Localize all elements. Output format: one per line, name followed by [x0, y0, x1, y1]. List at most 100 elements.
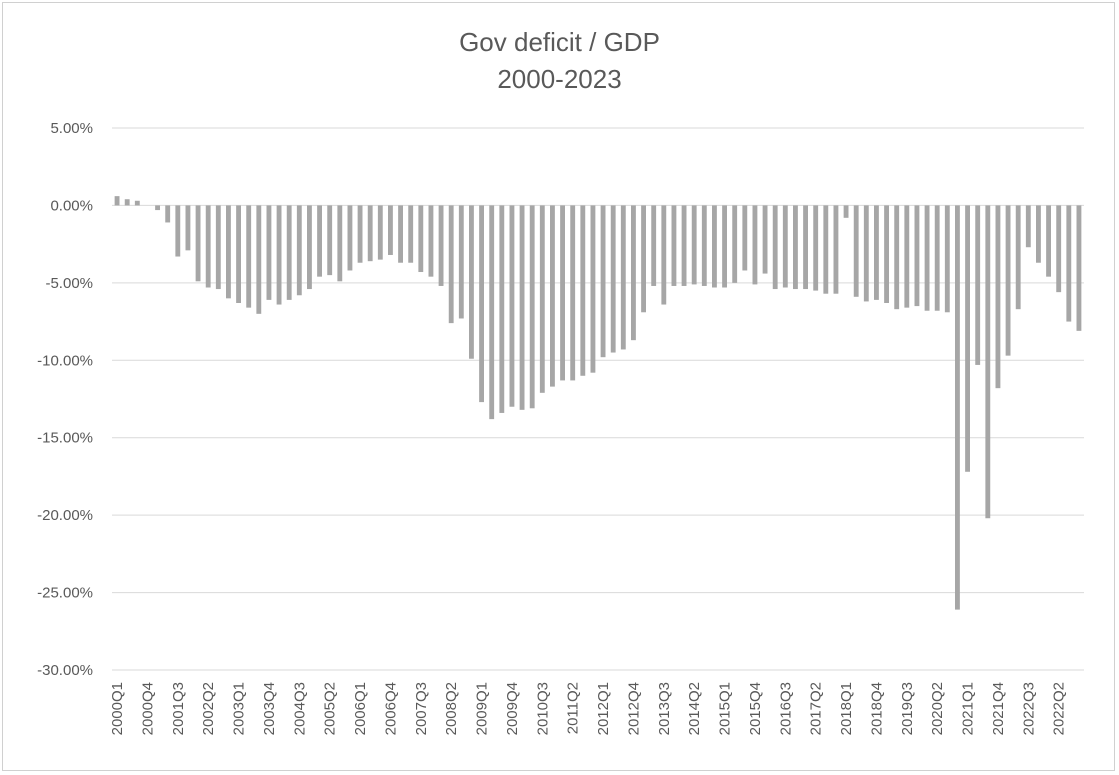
bar — [499, 205, 505, 413]
x-tick-label: 2015Q4 — [747, 682, 764, 735]
bar — [742, 205, 748, 271]
bar — [1046, 205, 1051, 277]
bar — [631, 205, 636, 341]
x-tick-label: 2006Q4 — [382, 682, 399, 735]
x-tick-label: 2016Q3 — [777, 682, 794, 735]
bar — [681, 205, 687, 286]
bar — [347, 205, 353, 271]
bar — [722, 205, 727, 288]
y-tick-label: -10.00% — [37, 352, 93, 369]
bar — [236, 205, 241, 303]
bar — [377, 205, 383, 260]
bar — [226, 205, 231, 299]
bar — [519, 205, 525, 410]
bar — [388, 205, 393, 255]
x-tick-label: 2000Q1 — [109, 682, 126, 735]
x-tick-label: 2014Q2 — [686, 682, 703, 735]
bar — [529, 205, 535, 409]
bar — [965, 205, 970, 472]
bar — [934, 205, 940, 311]
bar — [1076, 205, 1082, 331]
bar — [134, 200, 140, 206]
x-tick-label: 2000Q4 — [139, 682, 156, 735]
bar — [357, 205, 363, 263]
x-tick-label: 2003Q1 — [231, 682, 248, 735]
bar — [337, 205, 343, 282]
y-tick-label: 5.00% — [50, 120, 93, 137]
bar — [1025, 205, 1031, 248]
bar — [246, 205, 252, 308]
x-tick-label: 2020Q2 — [929, 682, 946, 735]
x-tick-label: 2003Q4 — [261, 682, 278, 735]
bar — [752, 205, 758, 285]
x-tick-label: 2004Q3 — [291, 682, 308, 735]
bar — [165, 205, 171, 223]
bar — [458, 205, 464, 319]
bars — [114, 196, 1082, 610]
x-tick-label: 2017Q2 — [808, 682, 825, 735]
bar — [762, 205, 768, 274]
bar — [803, 205, 808, 290]
x-tick-label: 2008Q2 — [443, 682, 460, 735]
bar — [327, 205, 333, 276]
bar — [560, 205, 565, 381]
bar — [509, 205, 515, 407]
bar — [1056, 205, 1062, 293]
bar — [317, 205, 322, 277]
bar — [651, 205, 657, 286]
bar — [408, 205, 414, 263]
bar — [438, 205, 444, 286]
y-tick-label: -15.00% — [37, 430, 93, 447]
bar — [600, 205, 606, 358]
bar — [590, 205, 596, 373]
bar — [276, 205, 282, 305]
x-tick-label: 2022Q2 — [1051, 682, 1068, 735]
bar — [489, 205, 495, 420]
bar — [124, 199, 130, 206]
bar — [155, 205, 160, 211]
bar — [1005, 205, 1011, 356]
x-tick-label: 2021Q1 — [960, 682, 977, 735]
bar — [944, 205, 950, 313]
bar — [195, 205, 201, 282]
bar — [793, 205, 798, 290]
bar — [418, 205, 424, 273]
x-tick-label: 2021Q4 — [990, 682, 1007, 735]
x-tick-label: 2010Q3 — [534, 682, 551, 735]
y-tick-label: 0.00% — [50, 197, 93, 214]
bar — [469, 205, 474, 359]
x-tick-label: 2013Q3 — [656, 682, 673, 735]
bar — [691, 205, 697, 285]
bar — [428, 205, 434, 277]
bar — [205, 205, 211, 288]
bar — [671, 205, 677, 286]
bar — [823, 205, 829, 294]
bar — [286, 205, 292, 300]
bar — [367, 205, 373, 262]
bar — [813, 205, 819, 291]
x-tick-label: 2011Q2 — [565, 682, 582, 734]
bar — [1066, 205, 1072, 322]
y-tick-label: -20.00% — [37, 507, 93, 524]
bar — [175, 205, 181, 257]
x-tick-label: 2018Q1 — [838, 682, 855, 735]
bar — [641, 205, 646, 313]
bar — [701, 205, 707, 286]
y-tick-label: -25.00% — [37, 585, 93, 602]
x-tick-label: 2012Q1 — [595, 682, 612, 735]
bar — [479, 205, 484, 403]
bar — [924, 205, 930, 311]
y-tick-label: -5.00% — [45, 275, 93, 292]
bar — [256, 205, 262, 314]
x-tick-label: 2001Q3 — [170, 682, 187, 735]
bar — [955, 205, 960, 610]
x-tick-label: 2009Q1 — [474, 682, 491, 735]
bar — [296, 205, 302, 296]
bar — [570, 205, 576, 381]
bar — [661, 205, 667, 305]
x-tick-label: 2007Q3 — [413, 682, 430, 735]
bar — [995, 205, 1001, 389]
bar — [782, 205, 788, 288]
bar — [894, 205, 900, 310]
